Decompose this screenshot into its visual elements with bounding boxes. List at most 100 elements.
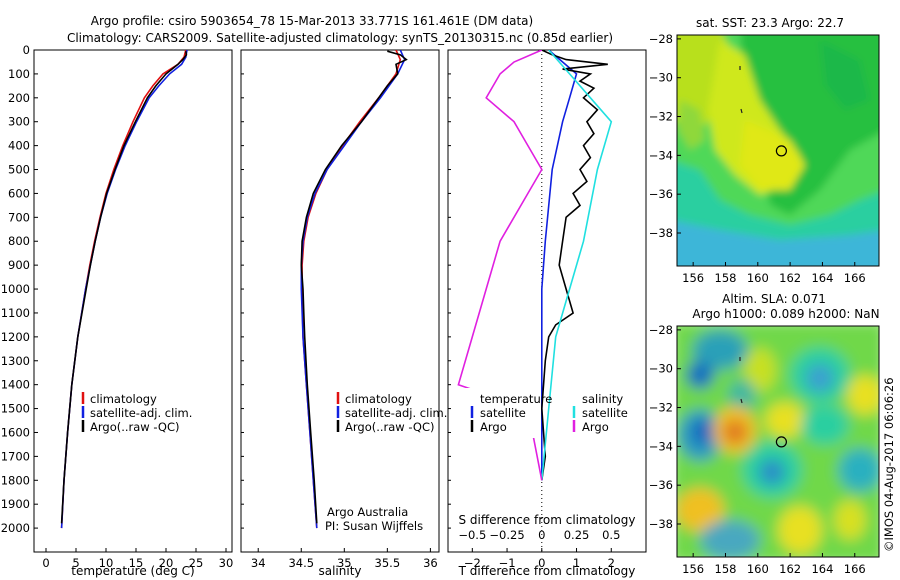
salinity-panel-frame <box>240 49 440 553</box>
sst-map-axes: 156 158 160 162 164 166 −28 −30 −32 −34 −36 −38 <box>649 32 866 285</box>
lat-tick-label: −38 <box>649 517 673 531</box>
lon-tick-label: 166 <box>844 271 866 285</box>
x-tick-label: 35.5 <box>375 556 401 570</box>
top-tick-label: −0.5 <box>458 528 486 542</box>
difference-xlabel: T difference from climatology <box>458 564 636 578</box>
lon-tick-label: 158 <box>715 562 737 576</box>
x-tick-label: 1 <box>573 556 580 570</box>
lon-tick-label: 158 <box>715 271 737 285</box>
legend-climatology-label: climatology <box>345 392 412 406</box>
argo-float-marker <box>775 145 788 157</box>
sla-map-title-line1: Altim. SLA: 0.071 <box>722 292 826 306</box>
series-line-argo <box>300 50 408 524</box>
depth-tick-label: 1800 <box>1 473 30 487</box>
lat-tick-label: −36 <box>649 478 673 492</box>
x-tick-label: 34.5 <box>288 556 314 570</box>
series-line-argo <box>60 51 188 524</box>
salinity-xlabel: salinity <box>318 564 361 578</box>
lat-tick-label: −28 <box>649 323 673 337</box>
depth-tick-label: 100 <box>8 67 30 81</box>
sla-map-title-line2: Argo h1000: 0.089 h2000: NaN <box>692 307 879 321</box>
legend-temperature-heading: temperature <box>480 392 552 406</box>
legend-s-argo-label: Argo <box>582 420 609 434</box>
salinity-series <box>300 50 408 529</box>
series-line-salinity-satellite <box>541 50 613 481</box>
lat-tick-label: −32 <box>649 401 673 415</box>
legend-climatology-label: climatology <box>90 392 157 406</box>
x-tick-label: 15 <box>129 556 144 570</box>
temperature-legend: climatology satellite-adj. clim. Argo(..… <box>81 392 192 434</box>
lat-tick-label: −30 <box>649 362 673 376</box>
x-tick-label: 10 <box>99 556 114 570</box>
depth-tick-label: 500 <box>8 163 30 177</box>
x-tick-label: 5 <box>72 556 79 570</box>
sst-map-title: sat. SST: 23.3 Argo: 22.7 <box>696 16 844 30</box>
depth-tick-label: 1500 <box>1 402 30 416</box>
temperature-axes: 0 5 10 15 20 25 30 <box>42 548 233 570</box>
x-tick-label: −1 <box>499 556 516 570</box>
depth-tick-label: 900 <box>8 258 30 272</box>
copyright-stamp: ©IMOS 04-Aug-2017 06:06:26 <box>882 377 896 552</box>
x-tick-label: 0 <box>42 556 49 570</box>
salinity-legend: climatology satellite-adj. clim. Argo(..… <box>325 392 447 533</box>
depth-axis: 0 100 200 300 400 500 600 700 800 900 1000 1100 1200… <box>1 43 38 535</box>
difference-series <box>457 50 613 552</box>
difference-panel-frame <box>447 49 647 553</box>
x-tick-label: −2 <box>464 556 481 570</box>
depth-tick-label: 400 <box>8 139 30 153</box>
series-line-climatology <box>301 50 402 529</box>
lon-tick-label: 166 <box>844 562 866 576</box>
argo-float-marker <box>775 436 788 448</box>
sla-map-frame <box>676 325 880 558</box>
lon-tick-label: 156 <box>682 271 704 285</box>
depth-tick-label: 1200 <box>1 330 30 344</box>
series-line-satellite-adj-clim- <box>60 50 188 529</box>
series-line-satellite-adj-clim- <box>300 50 406 529</box>
sla-map-axes: 156 158 160 162 164 166 −28 −30 −32 −34 −36 −38 <box>649 323 866 576</box>
lon-tick-label: 160 <box>747 562 769 576</box>
depth-tick-label: 1300 <box>1 354 30 368</box>
depth-tick-label: 200 <box>8 91 30 105</box>
legend-s-satellite-label: satellite <box>582 406 628 420</box>
series-line-climatology <box>60 50 187 529</box>
depth-tick-label: 1600 <box>1 425 30 439</box>
legend-salinity-heading: salinity <box>582 392 623 406</box>
depth-tick-label: 600 <box>8 186 30 200</box>
sst-map-image <box>677 35 879 266</box>
depth-tick-label: 1000 <box>1 282 30 296</box>
series-line-temperature-argo <box>540 50 608 481</box>
lat-tick-label: −34 <box>649 439 673 453</box>
legend-bg-right <box>565 388 629 438</box>
salinity-axes: 34 34.5 35 35.5 36 <box>241 49 438 570</box>
temperature-panel-frame <box>33 49 233 553</box>
lat-tick-label: −32 <box>649 110 673 124</box>
x-tick-label: 25 <box>189 556 204 570</box>
top-tick-label: 0.25 <box>564 528 590 542</box>
sst-map-frame <box>676 34 880 267</box>
depth-tick-label: 700 <box>8 210 30 224</box>
legend-satellite-label: satellite-adj. clim. <box>90 406 192 420</box>
depth-tick-label: 800 <box>8 234 30 248</box>
figure-title-line1: Argo profile: csiro 5903654_78 15-Mar-20… <box>91 14 533 28</box>
lon-tick-label: 162 <box>779 562 801 576</box>
lat-tick-label: −38 <box>649 226 673 240</box>
lon-tick-label: 156 <box>682 562 704 576</box>
lon-tick-label: 164 <box>811 562 833 576</box>
x-tick-label: 30 <box>219 556 234 570</box>
x-tick-label: 0 <box>538 556 545 570</box>
lon-tick-label: 162 <box>779 271 801 285</box>
depth-tick-label: 1700 <box>1 449 30 463</box>
top-tick-label: −0.25 <box>489 528 524 542</box>
lat-tick-label: −36 <box>649 187 673 201</box>
credit-institution: Argo Australia <box>327 505 408 519</box>
difference-xlabel-top: S difference from climatology <box>459 513 636 527</box>
legend-t-argo-label: Argo <box>480 420 507 434</box>
difference-axes: −2 −1 0 1 2 <box>448 49 615 570</box>
difference-top-ticks: −0.5 −0.25 0 0.25 0.5 <box>458 528 620 542</box>
x-tick-label: 36 <box>423 556 438 570</box>
x-tick-label: 34 <box>251 556 266 570</box>
depth-tick-label: 0 <box>23 43 30 57</box>
lat-tick-label: −28 <box>649 32 673 46</box>
difference-legend: temperature satellite Argo salinity sate… <box>458 388 629 438</box>
sla-map-image <box>677 326 879 557</box>
